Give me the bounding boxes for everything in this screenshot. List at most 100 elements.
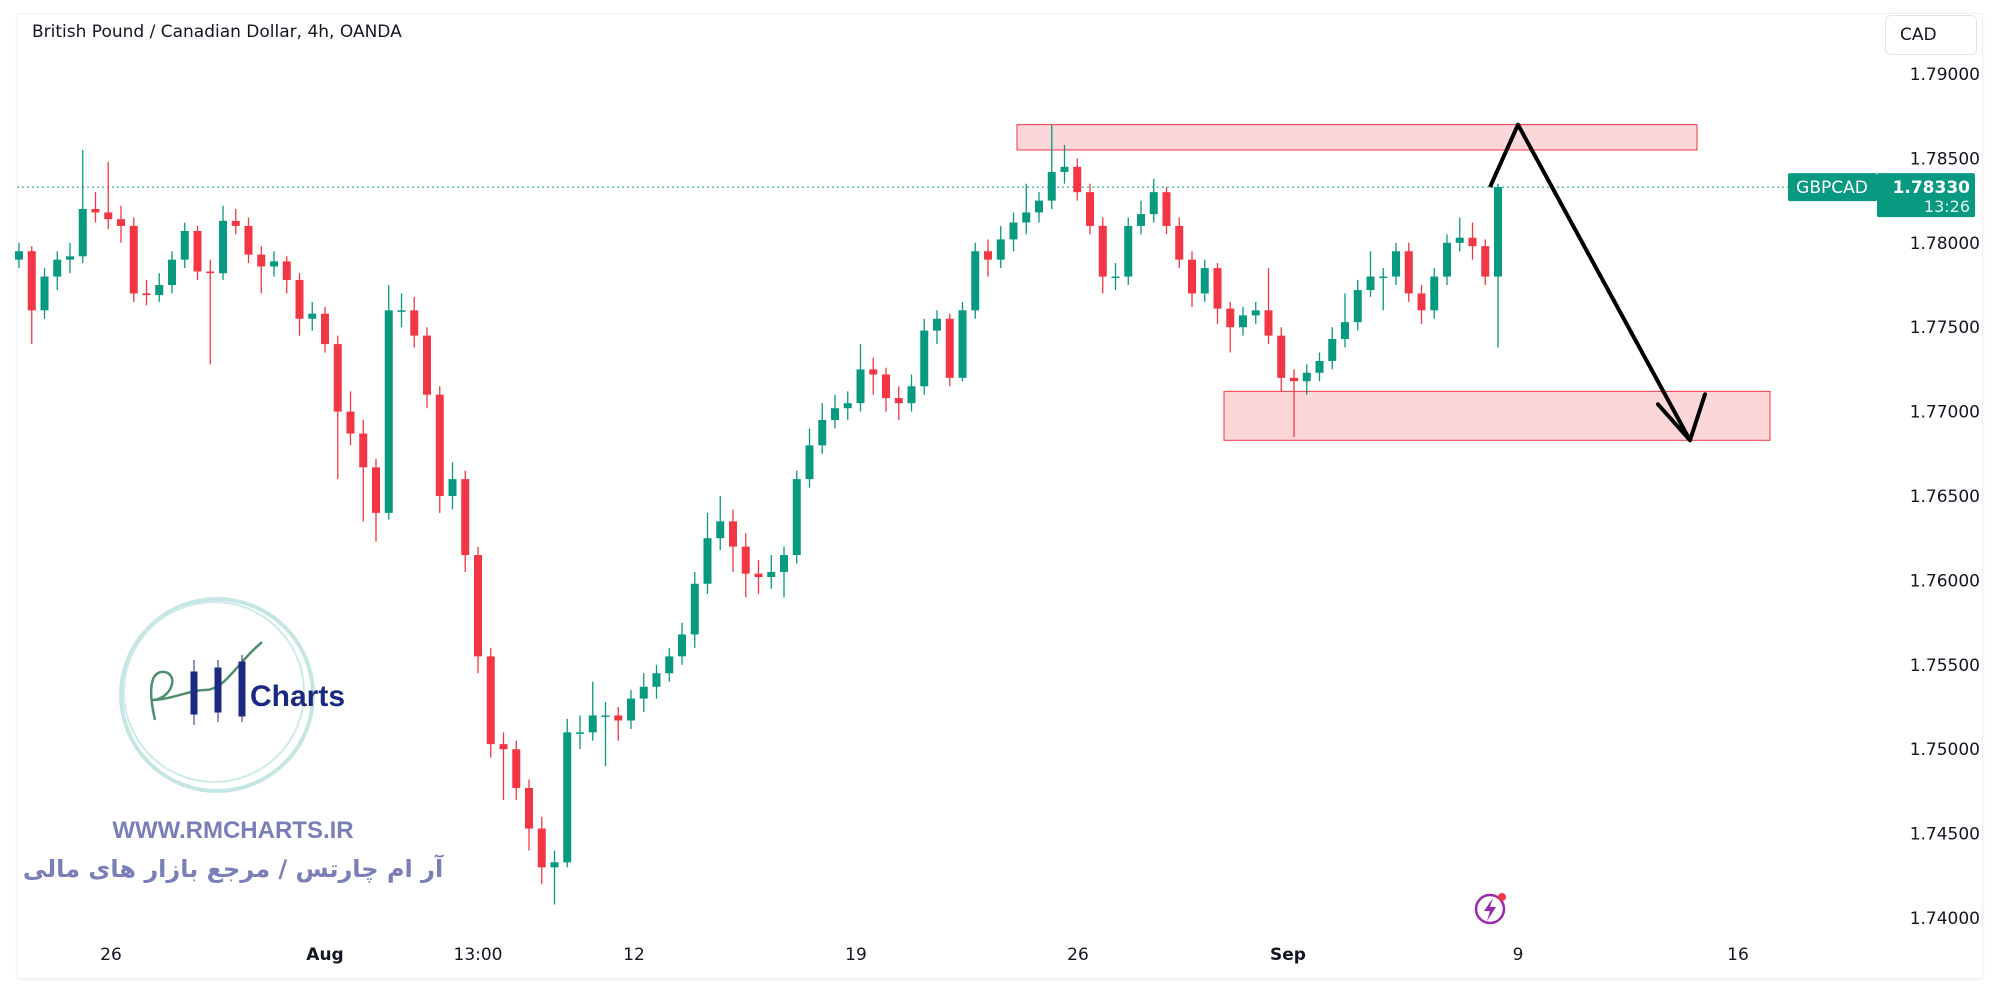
candle-body bbox=[1481, 246, 1490, 277]
candle bbox=[257, 246, 266, 294]
candle bbox=[1468, 222, 1477, 260]
lightning-icon[interactable] bbox=[1474, 893, 1506, 925]
candle-body bbox=[155, 285, 164, 296]
candle bbox=[1443, 234, 1451, 285]
candle-body bbox=[1366, 276, 1375, 291]
candle bbox=[270, 251, 278, 277]
candle bbox=[601, 701, 610, 767]
candle-body bbox=[754, 573, 763, 578]
countdown-label: 13:26 bbox=[1924, 197, 1970, 216]
candle bbox=[716, 496, 725, 551]
candle-body bbox=[282, 261, 291, 280]
candle bbox=[1162, 187, 1171, 235]
projection-arrow bbox=[1488, 122, 1707, 443]
candle-body bbox=[1251, 310, 1260, 316]
candle-body bbox=[486, 656, 495, 745]
candle bbox=[15, 242, 23, 269]
time-tick-label: Aug bbox=[306, 945, 343, 965]
candle-body bbox=[1455, 237, 1464, 243]
candle-body bbox=[627, 698, 635, 721]
candle bbox=[639, 673, 648, 713]
candle-body bbox=[1302, 372, 1311, 382]
candle bbox=[805, 428, 814, 488]
candle-body bbox=[346, 411, 355, 434]
candle bbox=[1098, 217, 1107, 294]
candle-body bbox=[448, 479, 457, 496]
candle bbox=[308, 301, 317, 331]
candle bbox=[244, 217, 253, 264]
candle-body bbox=[907, 386, 916, 404]
candle bbox=[346, 391, 355, 446]
candle bbox=[652, 664, 661, 699]
candle-body bbox=[741, 546, 750, 574]
candle bbox=[1175, 217, 1184, 269]
candle-body bbox=[1124, 225, 1133, 277]
candle-body bbox=[270, 261, 278, 267]
candle-body bbox=[193, 230, 202, 272]
candle bbox=[168, 251, 176, 294]
candle-body bbox=[206, 271, 215, 274]
candle bbox=[996, 225, 1005, 269]
logo-ring bbox=[119, 597, 315, 793]
logo-script bbox=[149, 641, 263, 721]
candle-body bbox=[168, 259, 176, 285]
candle-body bbox=[474, 555, 482, 657]
price-tick-label: 1.77000 bbox=[1910, 403, 1980, 423]
candle bbox=[78, 149, 87, 264]
candle bbox=[1404, 242, 1413, 302]
time-axis[interactable]: 26 Aug 13:00 12 19 26 Sep 9 16 bbox=[100, 945, 1749, 965]
candle-body bbox=[1162, 192, 1171, 226]
candle-body bbox=[1086, 192, 1094, 226]
candle-body bbox=[1264, 310, 1273, 336]
logo-candles-icon bbox=[190, 655, 246, 725]
currency-button[interactable]: CAD bbox=[1885, 15, 1977, 55]
candle-body bbox=[372, 467, 380, 513]
candle bbox=[180, 222, 189, 269]
candle bbox=[1137, 200, 1145, 235]
candle-body bbox=[614, 715, 623, 721]
candle-body bbox=[550, 862, 559, 868]
candle bbox=[856, 344, 865, 412]
candle-body bbox=[219, 220, 227, 274]
candle-body bbox=[933, 318, 941, 331]
candle-body bbox=[1392, 251, 1400, 277]
candle-body bbox=[78, 209, 87, 257]
last-price-label: 1.78330 bbox=[1893, 178, 1971, 198]
candle bbox=[703, 512, 712, 594]
price-tick-label: 1.76500 bbox=[1910, 487, 1980, 507]
candle bbox=[920, 318, 929, 395]
candle bbox=[894, 386, 903, 421]
symbol-badge bbox=[1788, 173, 1877, 202]
candle-body bbox=[295, 279, 304, 319]
candle-body bbox=[1379, 276, 1388, 279]
price-tick-label: 1.79000 bbox=[1910, 65, 1980, 85]
candle-body bbox=[792, 479, 801, 556]
candle-body bbox=[1213, 268, 1222, 309]
candle bbox=[1188, 251, 1196, 307]
candle bbox=[588, 681, 597, 741]
price-axis[interactable]: 1.79000 1.78500 1.78000 1.77500 1.77000 1.765… bbox=[1910, 65, 1980, 929]
candle bbox=[1481, 239, 1490, 285]
symbol-label: GBPCAD bbox=[1796, 178, 1868, 198]
candle bbox=[155, 273, 164, 302]
candle bbox=[678, 622, 686, 665]
candle-body bbox=[576, 732, 584, 734]
candle bbox=[1341, 293, 1349, 348]
candle-body bbox=[333, 344, 342, 412]
candle bbox=[1086, 183, 1094, 235]
time-tick-label: 16 bbox=[1727, 945, 1749, 965]
candle bbox=[563, 718, 572, 868]
candle bbox=[27, 246, 36, 345]
candle-body bbox=[1239, 315, 1247, 328]
candle-body bbox=[1022, 212, 1031, 223]
candle bbox=[1200, 259, 1209, 302]
candle bbox=[1226, 301, 1235, 353]
candle bbox=[984, 239, 992, 277]
candle-body bbox=[1073, 166, 1082, 193]
candle-body bbox=[308, 313, 317, 319]
candle bbox=[193, 225, 202, 280]
candle-body bbox=[652, 673, 661, 687]
candle bbox=[1124, 217, 1133, 285]
candle bbox=[474, 546, 482, 674]
